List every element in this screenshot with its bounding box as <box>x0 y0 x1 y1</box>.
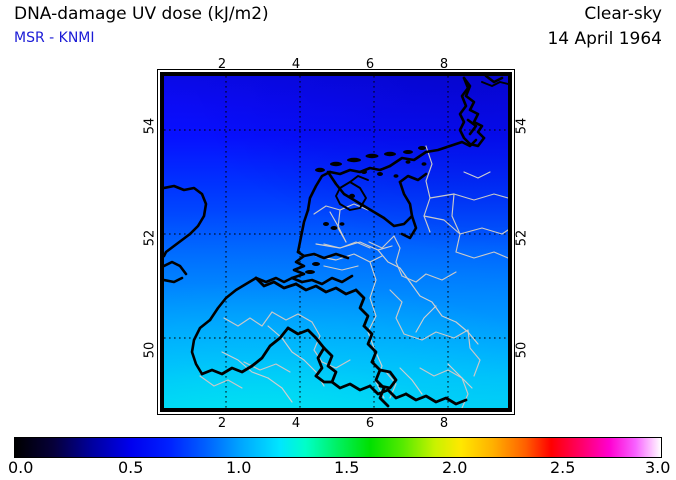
axis-tick-right-lat-50: 50 <box>514 341 530 359</box>
uv-dose-field-northeast-overlay <box>164 76 508 408</box>
date-label: 14 April 1964 <box>547 29 662 49</box>
axis-tick-right-lat-52: 52 <box>514 229 530 247</box>
plot-border <box>160 72 512 412</box>
axis-tick-left-lat-52: 52 <box>142 229 158 247</box>
graticule <box>164 76 508 408</box>
axis-tick-top-lon-4: 4 <box>291 57 301 72</box>
plot-outer-frame <box>157 69 515 415</box>
rivers <box>221 171 491 403</box>
data-source-label: MSR - KNMI <box>14 30 95 46</box>
axis-tick-bottom-lon-6: 6 <box>365 416 375 431</box>
sky-condition-label: Clear-sky <box>584 4 662 24</box>
axis-tick-top-lon-2: 2 <box>217 57 227 72</box>
map-plot <box>157 69 515 415</box>
colorbar-tick-1: 0.5 <box>118 458 144 477</box>
colorbar <box>14 437 662 458</box>
coastlines-and-borders <box>164 76 508 408</box>
page-title: DNA-damage UV dose (kJ/m2) <box>14 4 269 24</box>
administrative-boundaries <box>199 145 508 408</box>
axis-tick-bottom-lon-4: 4 <box>291 416 301 431</box>
map-canvas <box>164 76 508 408</box>
axis-tick-bottom-lon-2: 2 <box>217 416 227 431</box>
axis-tick-right-lat-54: 54 <box>514 117 530 135</box>
map-overlay-svg <box>164 76 508 408</box>
colorbar-tick-2: 1.0 <box>226 458 252 477</box>
axis-tick-left-lat-50: 50 <box>142 341 158 359</box>
colorbar-tick-3: 1.5 <box>334 458 360 477</box>
axis-tick-top-lon-8: 8 <box>439 57 449 72</box>
colorbar-tick-5: 2.5 <box>550 458 576 477</box>
axis-tick-left-lat-54: 54 <box>142 117 158 135</box>
colorbar-tick-0: 0.0 <box>8 458 34 477</box>
colorbar-tick-6: 3.0 <box>645 458 671 477</box>
colorbar-tick-4: 2.0 <box>442 458 468 477</box>
axis-tick-bottom-lon-8: 8 <box>439 416 449 431</box>
axis-tick-top-lon-6: 6 <box>365 57 375 72</box>
